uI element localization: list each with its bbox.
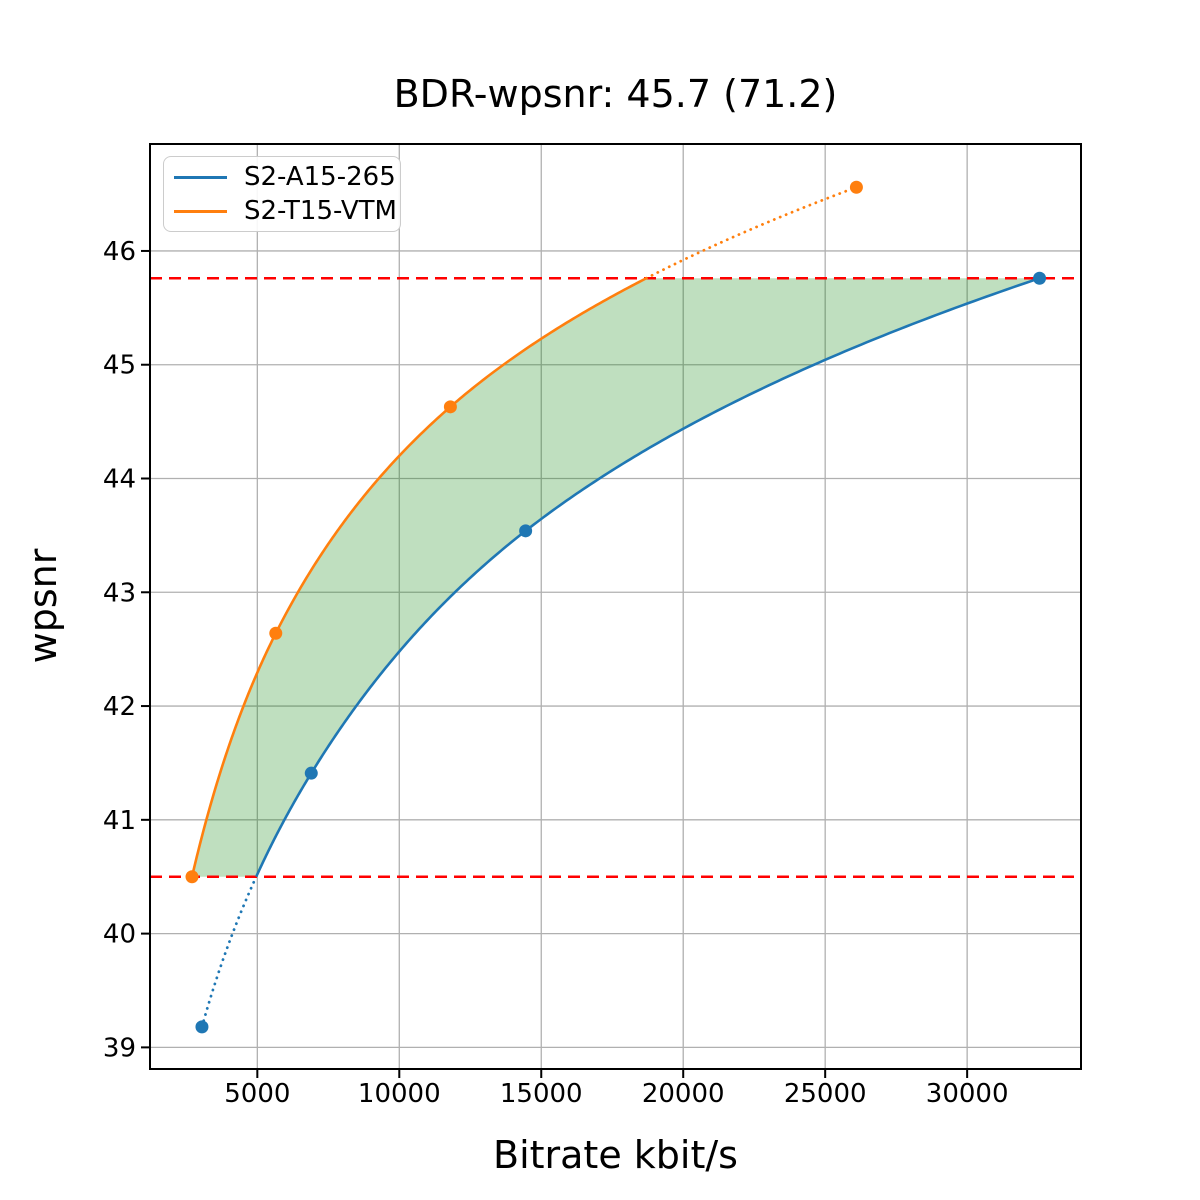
series-orange-dotted-extension (644, 185, 858, 280)
data-point-blue (519, 524, 533, 538)
y-tick-label: 41 (103, 806, 136, 836)
x-tick-label: 30000 (926, 1079, 1009, 1109)
data-point-orange (185, 870, 199, 884)
data-point-blue (304, 766, 318, 780)
legend-entry-s2-a15-265: S2-A15-265 (164, 162, 400, 192)
y-tick-label: 43 (103, 578, 136, 608)
series-blue-curve (255, 277, 1040, 878)
y-tick-label: 44 (103, 465, 136, 495)
legend-entry-s2-t15-vtm: S2-T15-VTM (164, 196, 400, 226)
y-tick-label: 45 (103, 351, 136, 381)
data-point-markers (185, 180, 1047, 1034)
legend: S2-A15-265 S2-T15-VTM (163, 156, 401, 232)
x-tick-label: 20000 (642, 1079, 725, 1109)
chart-title: BDR-wpsnr: 45.7 (71.2) (393, 72, 838, 116)
y-tick-label: 39 (103, 1033, 136, 1063)
y-tick-label: 42 (103, 692, 136, 722)
data-point-orange (849, 180, 863, 194)
data-point-orange (269, 626, 283, 640)
axes-spines (149, 143, 1082, 1070)
x-tick-label: 5000 (224, 1079, 290, 1109)
x-tick-label: 15000 (500, 1079, 583, 1109)
data-point-orange (443, 400, 457, 414)
series-blue-dotted-extension (200, 875, 258, 1029)
legend-line-sample-orange (174, 209, 227, 213)
spines (149, 143, 1082, 1070)
y-tick-label: 40 (103, 920, 136, 950)
legend-label: S2-T15-VTM (244, 196, 397, 226)
y-axis-label: wpsnr (21, 548, 65, 664)
bd-interval-lines (150, 277, 1081, 878)
y-tick-label: 46 (103, 237, 136, 267)
legend-line-sample-blue (174, 175, 227, 179)
axis-ticks: 5000 10000 15000 20000 25000 30000 39 40 41 42 43 4… (103, 237, 1009, 1109)
bd-shaded-region (192, 278, 1040, 877)
data-point-blue (1033, 271, 1047, 285)
x-axis-label: Bitrate kbit/s (493, 1133, 738, 1177)
legend-label: S2-A15-265 (244, 162, 396, 192)
series-orange-curve (190, 277, 647, 878)
grid-lines (150, 144, 1081, 1069)
x-tick-label: 10000 (358, 1079, 441, 1109)
shaded-region (192, 278, 1040, 877)
series-curves (190, 185, 1040, 1029)
data-point-blue (195, 1020, 209, 1034)
x-tick-label: 25000 (784, 1079, 867, 1109)
